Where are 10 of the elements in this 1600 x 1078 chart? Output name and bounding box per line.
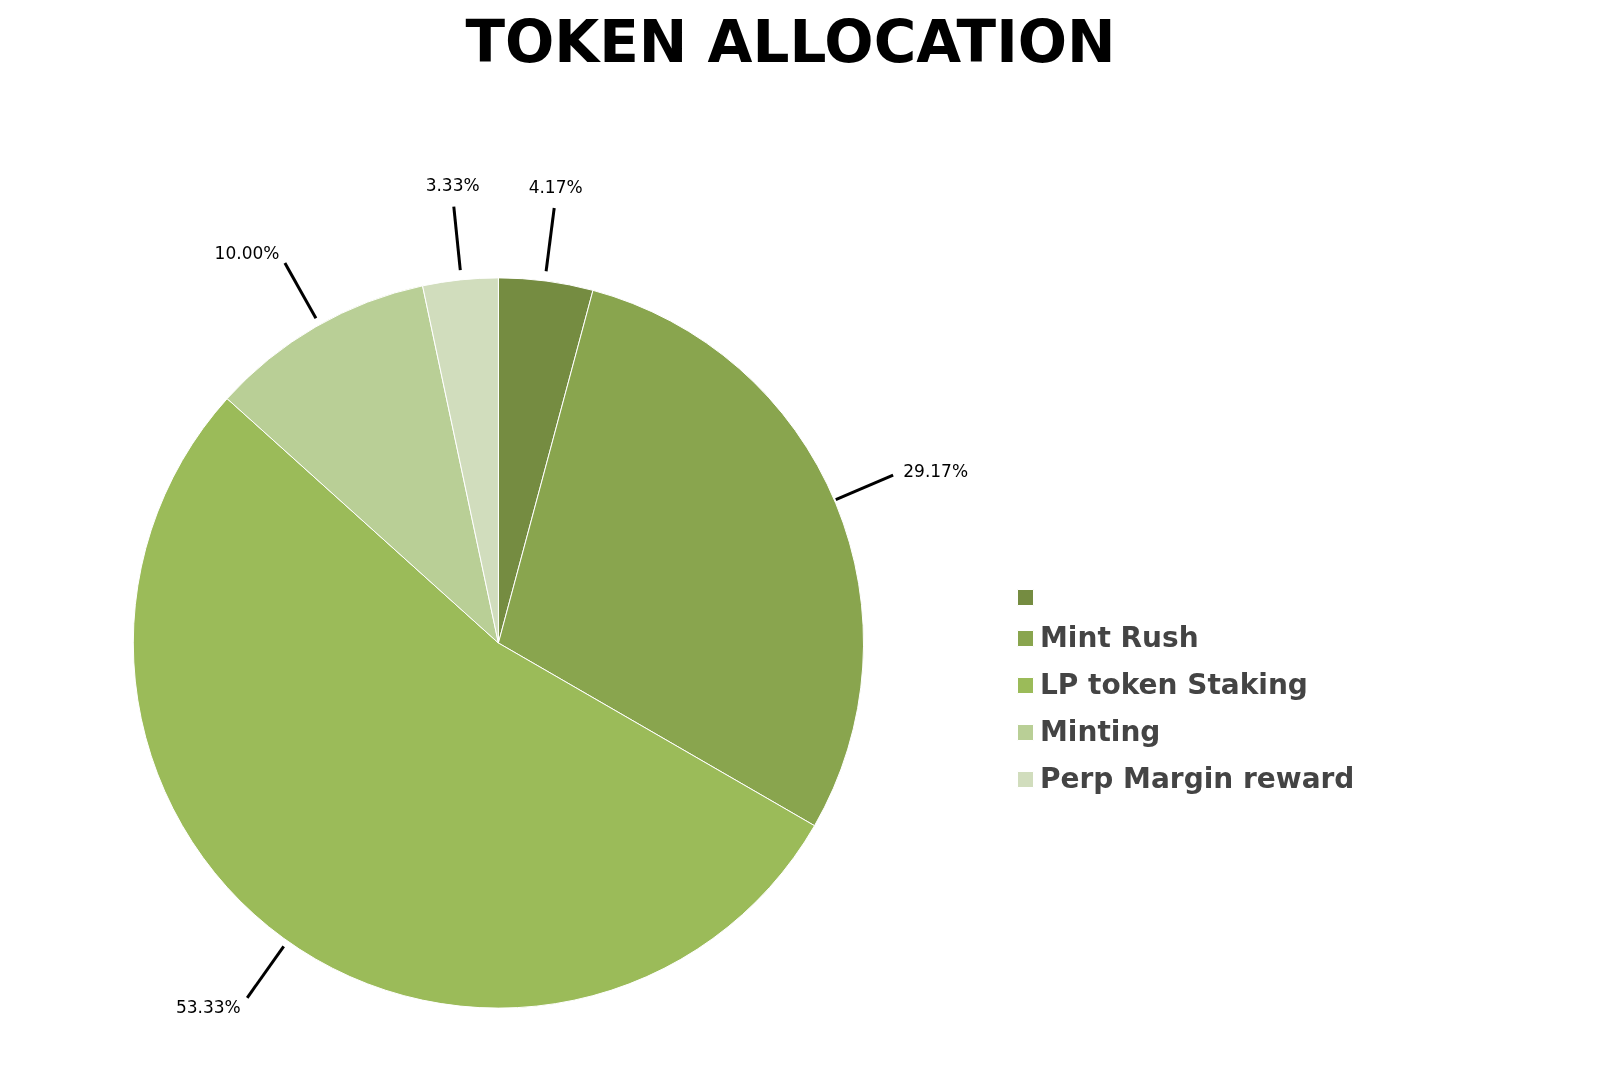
legend-label: Minting — [1040, 715, 1161, 748]
data-label: 29.17% — [903, 460, 969, 481]
legend-label: LP token Staking — [1040, 668, 1308, 701]
data-label: 3.33% — [425, 175, 480, 196]
data-label: 53.33% — [175, 996, 241, 1017]
legend-label: Mint Rush — [1040, 621, 1199, 654]
data-label: 10.00% — [214, 243, 280, 264]
legend-label: Perp Margin reward — [1040, 762, 1355, 795]
data-label: 4.17% — [528, 176, 583, 197]
chart-title: TOKEN ALLOCATION — [465, 7, 1116, 76]
